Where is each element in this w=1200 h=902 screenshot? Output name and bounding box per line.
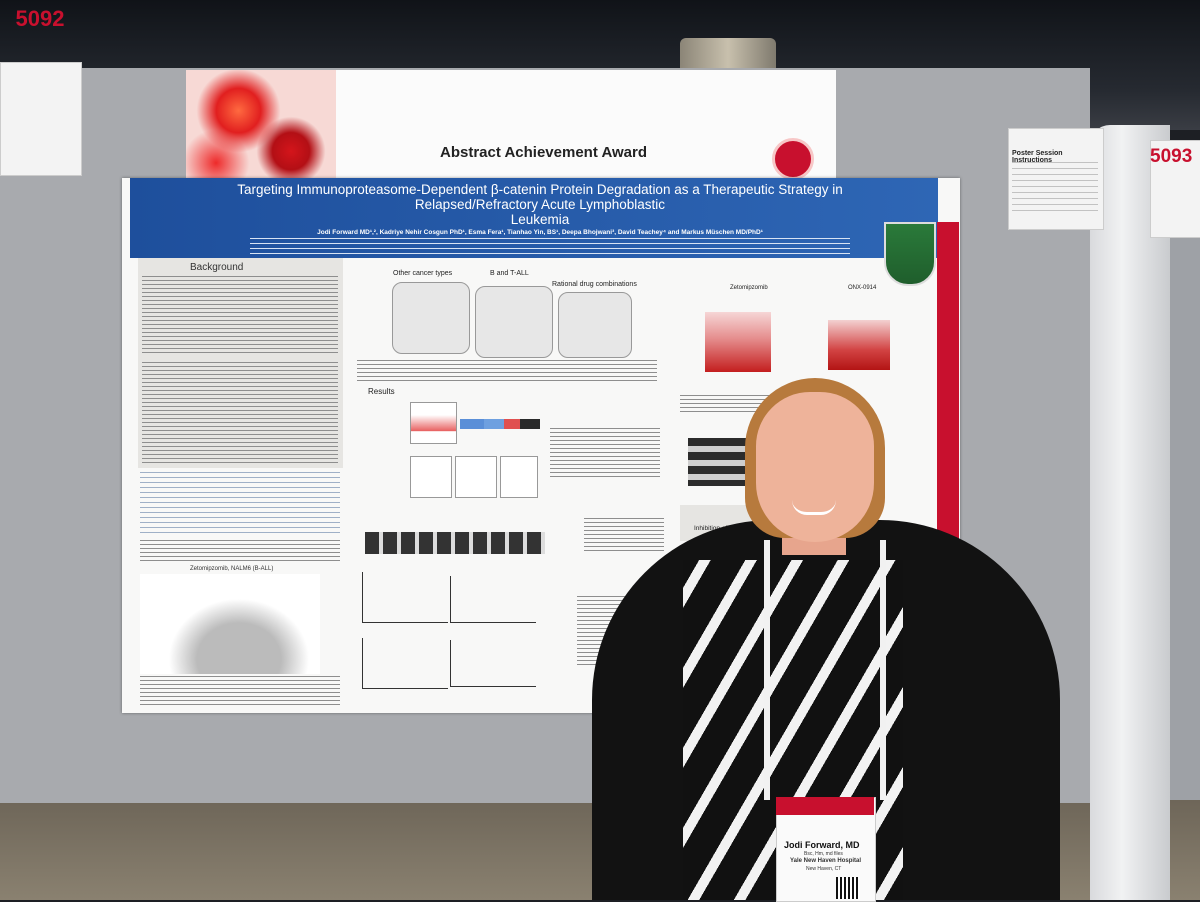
badge-hospital: Yale New Haven Hospital bbox=[790, 858, 862, 864]
board-number-sign-left bbox=[0, 62, 82, 176]
figure-caption bbox=[550, 428, 660, 478]
diagram-label: Rational drug combinations bbox=[552, 281, 637, 288]
figure-caption bbox=[140, 540, 340, 562]
diagram-label: Other cancer types bbox=[393, 270, 453, 277]
poster-authors: Jodi Forward MD¹,², Kadriye Nehir Cosgun… bbox=[317, 229, 763, 236]
lanyard bbox=[764, 540, 886, 800]
viability-curve bbox=[450, 576, 536, 623]
badge-city: New Haven, CT bbox=[806, 866, 842, 872]
board-number-right: 5093 bbox=[1150, 146, 1193, 167]
heatmap-title: Zetomipzomib bbox=[730, 285, 768, 291]
heatmap bbox=[828, 320, 890, 370]
heatmap bbox=[705, 312, 771, 372]
board-number-left: 5092 bbox=[15, 6, 65, 31]
viability-curve bbox=[362, 638, 448, 689]
instructions-text bbox=[1012, 162, 1098, 212]
figure-caption bbox=[680, 395, 780, 413]
volcano-plot bbox=[140, 574, 320, 674]
flow-histogram bbox=[455, 456, 497, 498]
award-title: Abstract Achievement Award bbox=[440, 144, 648, 161]
figure-caption bbox=[140, 676, 340, 706]
ash-logo-icon bbox=[772, 138, 814, 180]
flow-histogram bbox=[410, 456, 452, 498]
figure-caption bbox=[584, 518, 664, 554]
background-paragraph bbox=[142, 276, 338, 356]
flow-histogram bbox=[500, 456, 538, 498]
construct-diagram bbox=[460, 419, 540, 429]
badge-name: Jodi Forward, MD bbox=[784, 840, 860, 850]
pathway-diagram bbox=[475, 286, 553, 358]
figure-caption bbox=[357, 360, 657, 384]
pathway-diagram bbox=[392, 282, 470, 354]
western-blot bbox=[365, 532, 545, 554]
poster-side-bar bbox=[937, 222, 959, 552]
background-heading: Background bbox=[190, 262, 244, 273]
board-number-sign-right bbox=[1150, 140, 1200, 238]
volcano-title: Zetomipzomib, NALM6 (B-ALL) bbox=[190, 566, 274, 572]
qr-code-icon bbox=[836, 877, 860, 899]
award-graphic bbox=[186, 70, 336, 186]
poster-affiliations bbox=[250, 238, 850, 256]
heatmap-title: ONX-0914 bbox=[848, 285, 877, 291]
western-blot bbox=[688, 438, 748, 486]
presenter-smile bbox=[792, 500, 836, 515]
poster-title-line3: Leukemia bbox=[510, 212, 570, 227]
poster-title-line2: Relapsed/Refractory Acute Lymphoblastic bbox=[414, 197, 666, 212]
background-paragraph bbox=[142, 362, 338, 464]
badge-header bbox=[776, 797, 874, 815]
diagram-label: B and T-ALL bbox=[490, 270, 529, 277]
presenter-face bbox=[756, 392, 874, 542]
pathway-diagram bbox=[558, 292, 632, 358]
viability-curve bbox=[450, 640, 536, 687]
flow-histogram bbox=[410, 402, 457, 444]
yale-shield-icon bbox=[884, 222, 936, 286]
results-heading: Results bbox=[368, 387, 395, 396]
instructions-title: Poster Session Instructions bbox=[1012, 150, 1063, 164]
white-partition bbox=[1090, 125, 1170, 900]
viability-curve bbox=[362, 572, 448, 623]
depmap-figure bbox=[140, 472, 340, 534]
poster-title-line1: Targeting Immunoproteasome-Dependent β-c… bbox=[237, 182, 843, 197]
badge-credentials: Bsc, Hm, md files bbox=[804, 851, 843, 857]
